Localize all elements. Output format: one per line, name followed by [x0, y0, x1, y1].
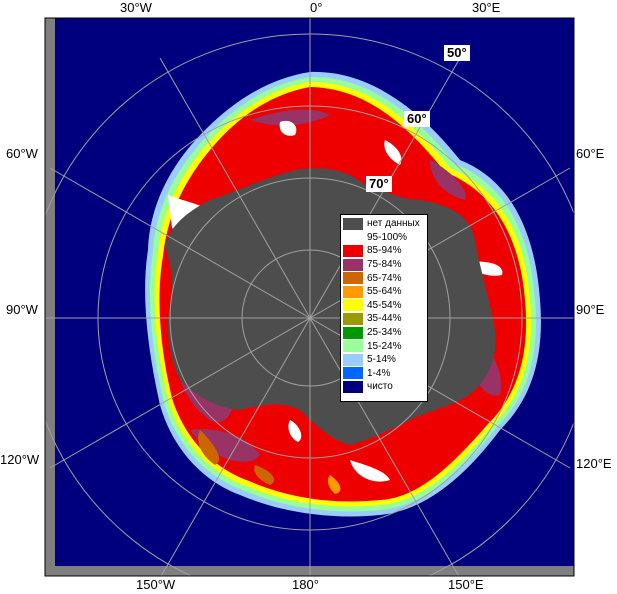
label-lon-150e: 150°E [448, 577, 484, 592]
legend-swatch [343, 272, 363, 285]
legend-item: 15-24% [343, 339, 425, 353]
legend-label: 95-100% [367, 231, 408, 243]
label-lon-90e: 90°E [576, 302, 605, 317]
legend-label: 75-84% [367, 259, 402, 271]
legend-swatch [343, 299, 363, 312]
legend-item: 35-44% [343, 312, 425, 326]
legend-label: 65-74% [367, 272, 402, 284]
label-lon-60w: 60°W [6, 146, 38, 161]
legend-swatch [343, 285, 363, 298]
ice-patch-orange [327, 475, 341, 494]
legend-item: 25-34% [343, 326, 425, 340]
ice-patch-white [279, 120, 297, 136]
legend-label: чисто [367, 381, 393, 393]
legend-label: нет данных [367, 218, 420, 230]
label-lon-150w: 150°W [136, 577, 176, 592]
legend-label: 1-4% [367, 367, 391, 379]
label-lat-50: 50° [444, 45, 470, 61]
legend-swatch [343, 258, 363, 271]
ice-patch-brown [254, 465, 275, 485]
label-lon-120e: 120°E [576, 456, 612, 471]
legend-item: 5-14% [343, 353, 425, 367]
legend-swatch [343, 231, 363, 244]
legend-label: 25-34% [367, 327, 402, 339]
legend-item: 1-4% [343, 367, 425, 381]
legend-label: 35-44% [367, 313, 402, 325]
label-lat-60: 60° [404, 111, 430, 127]
legend-swatch [343, 312, 363, 325]
label-lon-30e: 30°E [472, 0, 501, 15]
legend-item: чисто [343, 380, 425, 394]
label-lon-60e: 60°E [576, 146, 605, 161]
legend-item: 75-84% [343, 258, 425, 272]
legend: нет данных 95-100% 85-94% 75-84% 65-74% 55-64… [340, 214, 428, 402]
ice-patch-white [288, 420, 302, 442]
legend-item: 55-64% [343, 285, 425, 299]
legend-item: 65-74% [343, 271, 425, 285]
legend-swatch [343, 326, 363, 339]
legend-swatch [343, 367, 363, 380]
ice-patch-brown [198, 430, 220, 465]
legend-item: 95-100% [343, 231, 425, 245]
legend-label: 15-24% [367, 340, 402, 352]
legend-label: 45-54% [367, 299, 402, 311]
ice-patch-purple [190, 429, 260, 462]
legend-label: 5-14% [367, 354, 396, 366]
legend-item: нет данных [343, 217, 425, 231]
legend-swatch [343, 380, 363, 393]
legend-label: 85-94% [367, 245, 402, 257]
label-lon-0: 0° [310, 0, 323, 15]
label-lon-180: 180° [292, 577, 319, 592]
legend-swatch [343, 244, 363, 257]
label-lat-70: 70° [366, 176, 392, 192]
ice-patch-purple [430, 160, 466, 200]
graticule [45, 18, 574, 576]
label-lon-90w: 90°W [6, 302, 38, 317]
ice-patch-white [350, 460, 390, 482]
map-frame-border [44, 17, 575, 577]
label-lon-30w: 30°W [120, 0, 152, 15]
label-lon-120w: 120°W [0, 452, 40, 467]
legend-label: 55-64% [367, 286, 402, 298]
meridian-120 [49, 167, 571, 469]
legend-item: 45-54% [343, 299, 425, 313]
legend-swatch [343, 217, 363, 230]
legend-swatch [343, 340, 363, 353]
legend-swatch [343, 353, 363, 366]
legend-item: 85-94% [343, 244, 425, 258]
ice-patch-white [384, 140, 402, 165]
